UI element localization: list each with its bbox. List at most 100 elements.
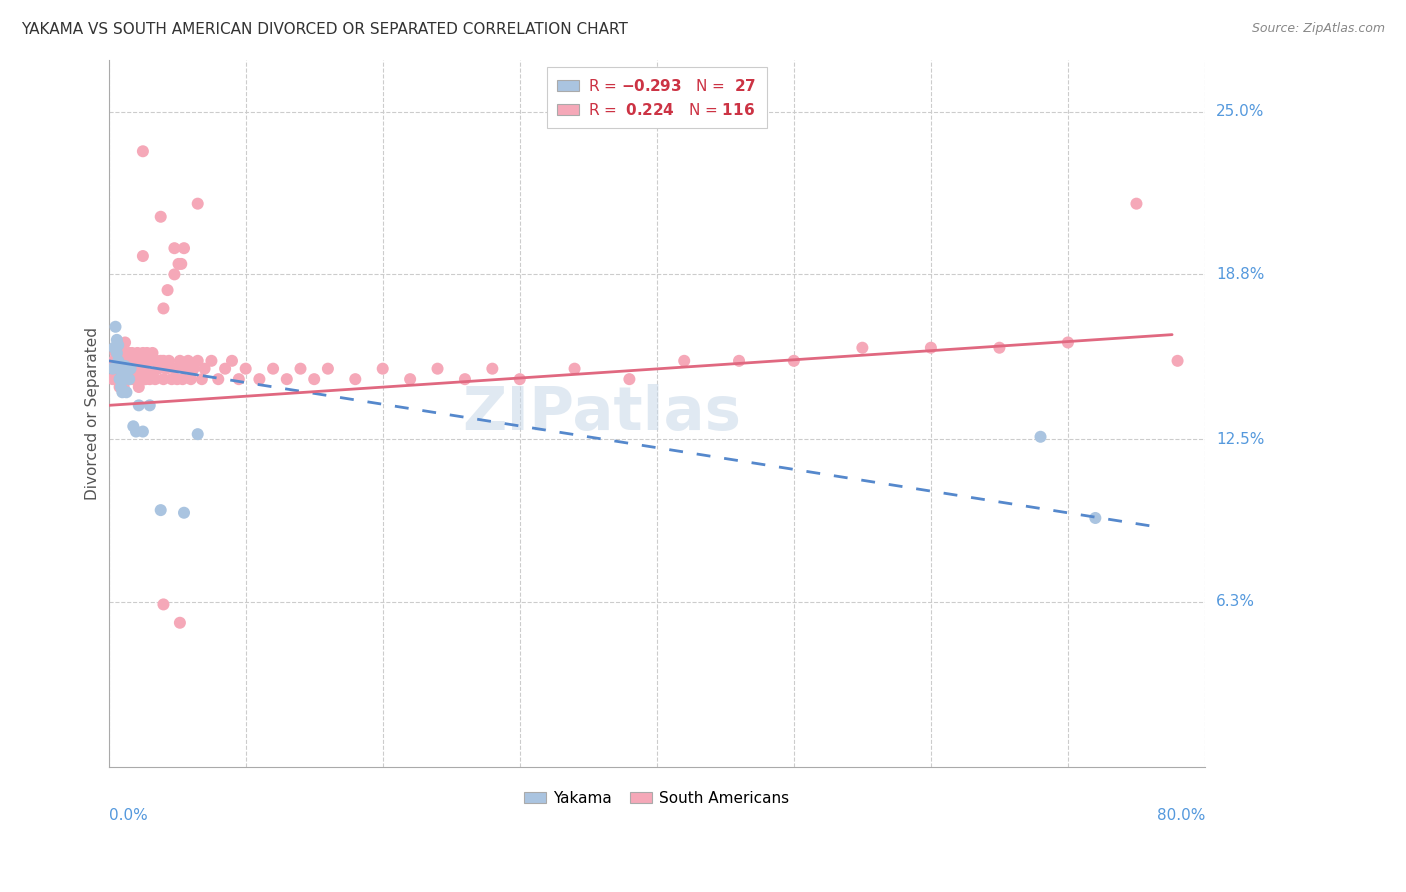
- Point: [920, 341, 942, 355]
- Point: [104, 346, 127, 360]
- Point: [1057, 335, 1080, 350]
- Point: [128, 354, 150, 368]
- Point: [180, 372, 202, 386]
- Point: [114, 359, 136, 373]
- Point: [371, 361, 394, 376]
- Point: [177, 354, 200, 368]
- Text: YAKAMA VS SOUTH AMERICAN DIVORCED OR SEPARATED CORRELATION CHART: YAKAMA VS SOUTH AMERICAN DIVORCED OR SEP…: [21, 22, 628, 37]
- Point: [131, 354, 153, 368]
- Point: [163, 361, 186, 376]
- Point: [262, 361, 284, 376]
- Point: [316, 361, 339, 376]
- Point: [125, 354, 148, 368]
- Point: [115, 385, 138, 400]
- Point: [783, 354, 806, 368]
- Y-axis label: Divorced or Separated: Divorced or Separated: [86, 326, 100, 500]
- Point: [128, 380, 150, 394]
- Point: [228, 372, 250, 386]
- Point: [172, 372, 194, 386]
- Point: [105, 333, 128, 347]
- Point: [157, 354, 180, 368]
- Point: [136, 367, 159, 381]
- Point: [152, 301, 174, 316]
- Point: [851, 341, 873, 355]
- Text: ZIPatlas: ZIPatlas: [463, 384, 741, 442]
- Point: [101, 372, 124, 386]
- Point: [121, 346, 143, 360]
- Point: [481, 361, 503, 376]
- Point: [145, 354, 167, 368]
- Point: [103, 354, 125, 368]
- Point: [110, 354, 132, 368]
- Point: [111, 346, 134, 360]
- Point: [118, 361, 141, 376]
- Point: [132, 346, 155, 360]
- Point: [127, 372, 149, 386]
- Point: [276, 372, 298, 386]
- Point: [155, 361, 177, 376]
- Point: [132, 425, 155, 439]
- Point: [120, 372, 142, 386]
- Point: [214, 361, 236, 376]
- Text: 18.8%: 18.8%: [1216, 267, 1264, 282]
- Point: [187, 196, 209, 211]
- Point: [124, 361, 146, 376]
- Point: [183, 361, 205, 376]
- Point: [111, 367, 134, 381]
- Point: [112, 361, 135, 376]
- Point: [124, 372, 146, 386]
- Point: [193, 361, 215, 376]
- Point: [127, 346, 149, 360]
- Point: [187, 354, 209, 368]
- Point: [132, 361, 155, 376]
- Text: Source: ZipAtlas.com: Source: ZipAtlas.com: [1251, 22, 1385, 36]
- Point: [207, 372, 229, 386]
- Point: [191, 372, 214, 386]
- Point: [117, 372, 139, 386]
- Point: [156, 283, 179, 297]
- Point: [160, 372, 183, 386]
- Point: [112, 372, 135, 386]
- Point: [170, 257, 193, 271]
- Point: [122, 419, 145, 434]
- Point: [200, 354, 222, 368]
- Point: [104, 361, 127, 376]
- Point: [149, 354, 172, 368]
- Point: [108, 380, 131, 394]
- Point: [673, 354, 696, 368]
- Point: [235, 361, 257, 376]
- Point: [104, 319, 127, 334]
- Point: [149, 503, 172, 517]
- Point: [139, 354, 162, 368]
- Point: [399, 372, 422, 386]
- Point: [115, 372, 138, 386]
- Point: [173, 241, 195, 255]
- Text: 12.5%: 12.5%: [1216, 432, 1264, 447]
- Point: [125, 425, 148, 439]
- Point: [187, 427, 209, 442]
- Point: [139, 398, 162, 412]
- Point: [114, 335, 136, 350]
- Point: [152, 598, 174, 612]
- Point: [454, 372, 477, 386]
- Point: [120, 354, 142, 368]
- Point: [105, 354, 128, 368]
- Point: [110, 372, 132, 386]
- Point: [344, 372, 367, 386]
- Point: [118, 372, 141, 386]
- Point: [247, 372, 270, 386]
- Point: [108, 372, 131, 386]
- Point: [1167, 354, 1189, 368]
- Point: [143, 372, 166, 386]
- Point: [152, 354, 174, 368]
- Point: [111, 385, 134, 400]
- Point: [509, 372, 531, 386]
- Point: [302, 372, 325, 386]
- Text: 6.3%: 6.3%: [1216, 594, 1256, 609]
- Point: [111, 367, 134, 381]
- Point: [120, 361, 142, 376]
- Point: [132, 145, 155, 159]
- Point: [290, 361, 312, 376]
- Point: [107, 367, 129, 381]
- Point: [163, 268, 186, 282]
